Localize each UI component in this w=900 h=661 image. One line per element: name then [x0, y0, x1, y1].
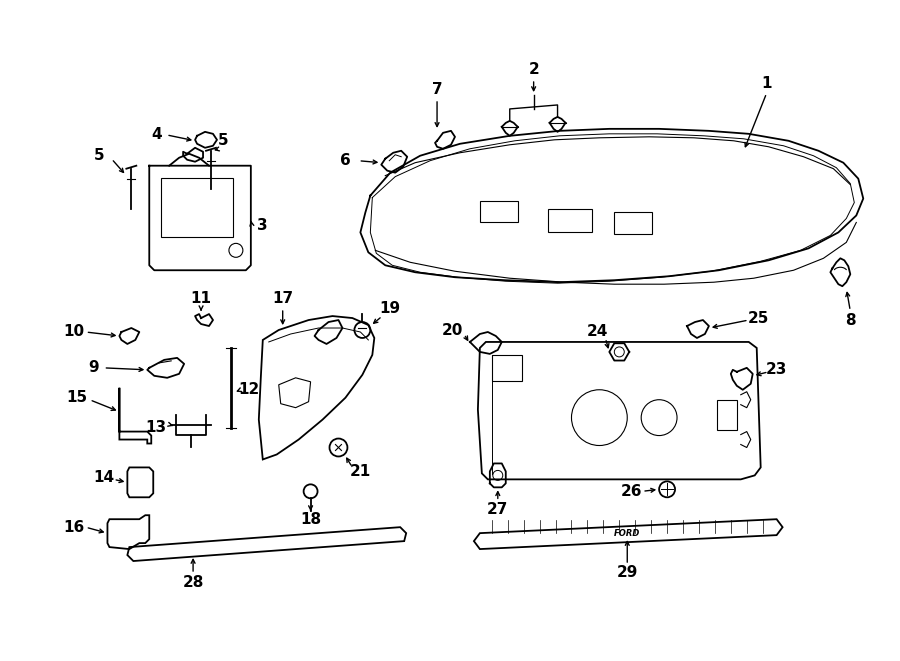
Text: 25: 25	[748, 311, 770, 326]
Bar	[161, 178, 233, 237]
Text: 12: 12	[238, 382, 259, 397]
Text: 4: 4	[151, 128, 162, 142]
Text: 16: 16	[63, 520, 85, 535]
Text: 7: 7	[432, 81, 443, 97]
Text: 2: 2	[528, 61, 539, 77]
Text: 1: 1	[761, 75, 772, 91]
Text: 17: 17	[272, 291, 293, 305]
Text: 18: 18	[300, 512, 321, 527]
Text: 14: 14	[93, 470, 114, 485]
Text: 24: 24	[587, 325, 608, 340]
Bar	[480, 200, 518, 223]
Text: 26: 26	[620, 484, 642, 499]
Text: 5: 5	[218, 134, 229, 148]
Text: 19: 19	[380, 301, 400, 315]
Text: 29: 29	[616, 565, 638, 580]
Text: 3: 3	[257, 218, 268, 233]
Text: 21: 21	[350, 464, 371, 479]
Bar	[491, 355, 522, 381]
Text: 13: 13	[146, 420, 166, 435]
Text: 8: 8	[845, 313, 856, 328]
Text: 10: 10	[63, 325, 85, 340]
Text: 28: 28	[183, 576, 203, 590]
Bar	[547, 208, 592, 233]
Text: 9: 9	[88, 360, 99, 375]
Text: 15: 15	[66, 390, 87, 405]
Text: 11: 11	[191, 291, 211, 305]
Text: 27: 27	[487, 502, 508, 517]
Bar	[615, 212, 652, 235]
Text: 23: 23	[766, 362, 788, 377]
Text: FORD: FORD	[614, 529, 641, 537]
Text: 6: 6	[340, 153, 351, 168]
Text: 5: 5	[94, 148, 104, 163]
Text: 20: 20	[441, 323, 463, 338]
Bar	[717, 400, 737, 430]
